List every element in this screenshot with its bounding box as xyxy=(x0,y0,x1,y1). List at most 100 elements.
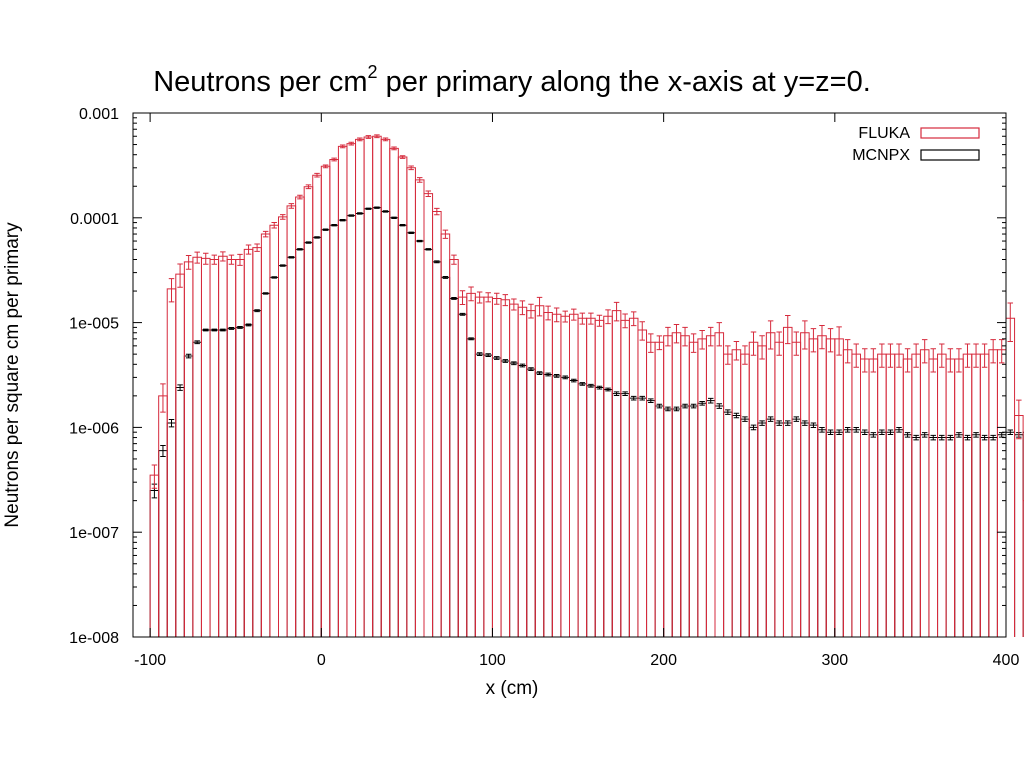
fluka-error-bar xyxy=(810,328,817,353)
mcnpx-bar xyxy=(800,422,810,637)
fluka-error-bar xyxy=(374,134,380,139)
fluka-error-bar xyxy=(725,345,731,365)
mcnpx-bar xyxy=(877,431,887,637)
fluka-bar xyxy=(577,317,588,637)
fluka-bar xyxy=(723,353,733,637)
fluka-error-bar xyxy=(468,286,474,302)
mcnpx-error-bar xyxy=(690,403,697,409)
mcnpx-bar xyxy=(286,256,297,637)
legend-label-mcnpx: MCNPX xyxy=(852,147,910,164)
fluka-error-bar xyxy=(605,309,611,325)
mcnpx-bar xyxy=(919,434,930,637)
mcnpx-bar xyxy=(586,385,596,637)
mcnpx-bar xyxy=(551,375,562,637)
fluka-series xyxy=(149,134,1024,637)
mcnpx-bar xyxy=(218,329,228,637)
fluka-bar xyxy=(1005,317,1016,637)
mcnpx-error-bar xyxy=(862,429,868,436)
fluka-bar xyxy=(397,156,408,637)
mcnpx-bar xyxy=(432,261,442,637)
fluka-error-bar xyxy=(331,157,337,162)
mcnpx-error-bar xyxy=(844,427,851,433)
fluka-error-bar xyxy=(622,313,628,329)
fluka-bar xyxy=(560,315,570,637)
fluka-bar xyxy=(971,353,981,637)
fluka-error-bar xyxy=(339,144,346,149)
mcnpx-bar xyxy=(628,397,639,637)
mcnpx-error-bar xyxy=(973,432,979,438)
fluka-bar xyxy=(474,296,485,637)
fluka-bar xyxy=(919,349,930,637)
fluka-error-bar xyxy=(425,190,432,197)
fluka-error-bar xyxy=(416,177,423,183)
fluka-error-bar xyxy=(494,292,500,305)
mcnpx-bar xyxy=(757,422,767,637)
axis-ticks: -100 0 100 200 300 400 0.001 0.0001 1e-005 1e-006… xyxy=(69,106,1019,669)
mcnpx-error-bar xyxy=(733,412,740,419)
fluka-bar xyxy=(962,353,973,637)
mcnpx-error-bar xyxy=(622,391,628,396)
mcnpx-bar xyxy=(577,383,588,637)
mcnpx-error-bar xyxy=(656,403,663,409)
mcnpx-error-bar xyxy=(776,420,782,426)
fluka-bar xyxy=(697,338,707,637)
fluka-bar xyxy=(226,259,237,637)
fluka-bar xyxy=(440,233,451,637)
x-tick-label: 200 xyxy=(650,652,677,669)
fluka-error-bar xyxy=(802,320,808,350)
x-tick-label: 400 xyxy=(993,652,1020,669)
fluka-bar xyxy=(834,338,844,637)
fluka-error-bar xyxy=(553,307,560,323)
fluka-error-bar xyxy=(862,348,868,373)
fluka-error-bar xyxy=(793,331,800,356)
fluka-error-bar xyxy=(673,323,680,344)
fluka-bar xyxy=(646,341,656,637)
fluka-bar xyxy=(175,273,185,637)
mcnpx-error-bar xyxy=(485,353,491,357)
mcnpx-bar xyxy=(380,210,391,637)
fluka-error-bar xyxy=(827,328,834,353)
y-tick-label: 1e-008 xyxy=(69,630,119,647)
mcnpx-error-bar xyxy=(160,444,166,457)
mcnpx-bar xyxy=(808,424,819,637)
fluka-error-bar xyxy=(177,263,183,288)
mcnpx-bar xyxy=(748,426,759,637)
legend-label-fluka: FLUKA xyxy=(858,125,910,142)
mcnpx-error-bar xyxy=(339,218,346,222)
fluka-bar xyxy=(414,179,425,637)
fluka-bar xyxy=(278,216,288,637)
mcnpx-bar xyxy=(543,373,553,637)
fluka-error-bar xyxy=(930,348,936,373)
mcnpx-bar xyxy=(996,434,1007,637)
fluka-bar xyxy=(680,335,690,637)
mcnpx-error-bar xyxy=(528,367,534,371)
fluka-bar xyxy=(628,317,639,637)
mcnpx-error-bar xyxy=(767,416,774,422)
mcnpx-error-bar xyxy=(348,214,354,217)
fluka-error-bar xyxy=(819,325,825,350)
mcnpx-bar xyxy=(534,372,545,637)
mcnpx-error-bar xyxy=(596,385,603,390)
fluka-error-bar xyxy=(750,331,757,356)
mcnpx-error-bar xyxy=(305,241,312,244)
mcnpx-error-bar xyxy=(185,353,192,359)
mcnpx-bar xyxy=(457,313,468,637)
mcnpx-error-bar xyxy=(314,236,320,239)
mcnpx-bar xyxy=(491,357,502,637)
fluka-bar xyxy=(765,332,776,637)
fluka-error-bar xyxy=(887,343,894,368)
fluka-bar xyxy=(817,335,827,637)
mcnpx-bar xyxy=(637,397,648,637)
mcnpx-bar xyxy=(765,418,776,637)
fluka-error-bar xyxy=(939,343,945,368)
mcnpx-bar xyxy=(192,341,202,637)
mcnpx-bar xyxy=(851,429,861,637)
mcnpx-bar xyxy=(440,276,451,637)
fluka-bar xyxy=(183,261,194,637)
mcnpx-error-bar xyxy=(879,429,885,436)
fluka-bar xyxy=(243,248,254,637)
mcnpx-error-bar xyxy=(699,400,705,406)
mcnpx-bar xyxy=(611,393,622,637)
mcnpx-bar xyxy=(1014,434,1024,637)
fluka-error-bar xyxy=(391,146,397,151)
